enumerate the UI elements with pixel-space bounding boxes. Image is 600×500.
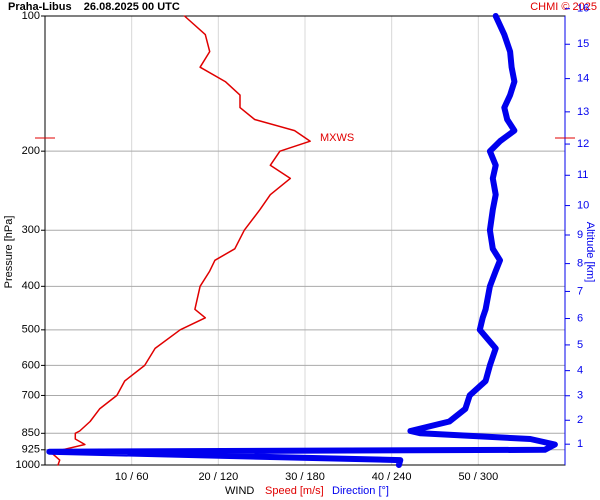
y-tick-label: 100 — [22, 10, 40, 22]
y-tick-label: 850 — [22, 427, 40, 439]
y-tick-label: 600 — [22, 359, 40, 371]
series-line — [46, 13, 558, 468]
x-tick-label: 50 / 300 — [458, 471, 498, 483]
y2-tick-label: 9 — [577, 229, 583, 241]
legend-speed: Speed [m/s] — [265, 485, 324, 497]
y2-tick-label: 15 — [577, 38, 589, 50]
x-tick-label: 10 / 60 — [115, 471, 149, 483]
annotation: MXWS — [320, 132, 354, 144]
y2-tick-label: 11 — [577, 169, 588, 181]
y2-tick-label: 7 — [577, 285, 583, 297]
x-tick-label: 40 / 240 — [372, 471, 412, 483]
y-tick-label: 925 — [22, 444, 40, 456]
y2-tick-label: 2 — [577, 414, 583, 426]
chart-title: Praha-Libus 26.08.2025 00 UTC — [8, 1, 180, 13]
y-tick-label: 700 — [22, 389, 40, 401]
y2-tick-label: 16 — [577, 3, 589, 15]
y2-tick-label: 13 — [577, 106, 589, 118]
y-tick-label: 500 — [22, 324, 40, 336]
legend-direction: Direction [°] — [332, 485, 389, 497]
x-tick-label: 20 / 120 — [198, 471, 238, 483]
y2-tick-label: 3 — [577, 390, 583, 402]
y-tick-label: 1000 — [16, 459, 40, 471]
y-tick-label: 200 — [22, 145, 40, 157]
y2-tick-label: 6 — [577, 312, 583, 324]
x-axis-title: WIND — [225, 485, 254, 497]
y-tick-label: 400 — [22, 280, 40, 292]
y2-tick-label: 14 — [577, 73, 589, 85]
series-line — [49, 15, 311, 466]
y2-tick-label: 8 — [577, 258, 583, 270]
y2-tick-label: 1 — [577, 438, 583, 450]
y2-tick-label: 4 — [577, 365, 583, 377]
y2-axis-title: Altitude [km] — [584, 222, 596, 283]
x-tick-label: 30 / 180 — [285, 471, 325, 483]
y2-tick-label: 12 — [577, 138, 589, 150]
credit: CHMI © 2025 — [530, 1, 597, 13]
y2-tick-label: 10 — [577, 199, 589, 211]
y-axis-title: Pressure [hPa] — [3, 216, 15, 289]
y-tick-label: 300 — [22, 224, 40, 236]
y2-tick-label: 5 — [577, 339, 583, 351]
